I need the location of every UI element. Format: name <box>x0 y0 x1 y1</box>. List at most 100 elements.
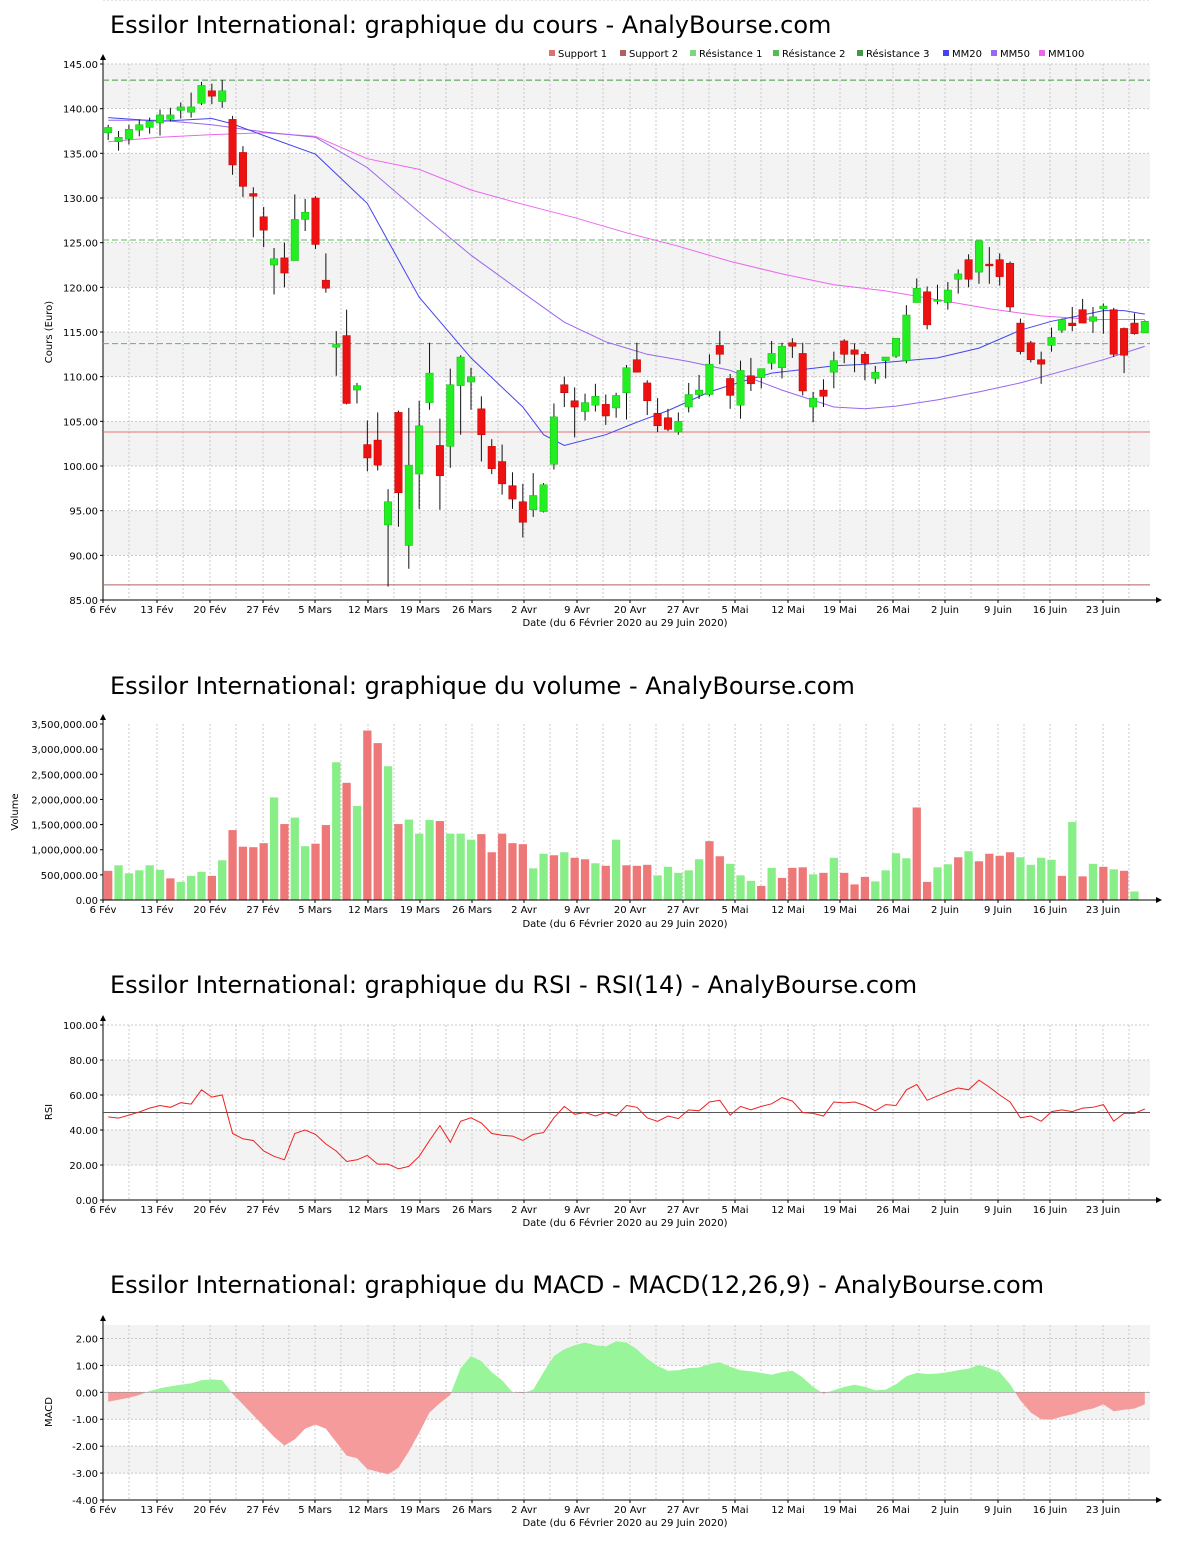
volume-bar <box>819 872 828 900</box>
candle-body <box>726 378 735 396</box>
price-x-tick-label: 12 Mars <box>348 605 388 616</box>
rsi-y-axis-label: RSI <box>44 1104 55 1120</box>
candle-body <box>415 425 424 475</box>
volume-bar <box>186 875 196 900</box>
volume-bar <box>829 857 838 900</box>
rsi-x-tick-label: 19 Mars <box>400 1205 440 1216</box>
legend-swatch-support-2 <box>620 50 626 56</box>
candle-body <box>840 340 849 355</box>
macd-x-tick-label: 2 Juin <box>931 1505 959 1516</box>
rsi-band <box>103 1060 1150 1095</box>
candle-body <box>156 114 164 124</box>
price-x-axis-label: Date (du 6 Février 2020 au 29 Juin 2020) <box>522 617 727 629</box>
candle-body <box>249 193 258 197</box>
mm50-line <box>108 119 1145 410</box>
volume-x-tick-label: 23 Juin <box>1086 905 1120 916</box>
candle-body <box>404 464 413 546</box>
price-y-tick-label: 100.00 <box>63 462 98 473</box>
macd-x-tick-label: 5 Mars <box>298 1505 332 1516</box>
volume-bar <box>622 865 631 900</box>
volume-bar <box>290 817 299 900</box>
volume-bar <box>995 855 1004 900</box>
rsi-x-arrow <box>1156 1197 1162 1203</box>
candle-body <box>508 485 517 500</box>
rsi-y-tick-label: 100.00 <box>63 1021 98 1032</box>
candle-body <box>456 356 465 386</box>
candle-body <box>332 344 341 348</box>
candle-body <box>114 137 123 142</box>
candle-body <box>1057 319 1066 331</box>
rsi-x-tick-label: 6 Fév <box>90 1204 117 1216</box>
volume-bar <box>1068 822 1077 900</box>
macd-band <box>103 1446 1150 1474</box>
candle-body <box>1109 309 1118 355</box>
price-y-arrow <box>100 54 106 60</box>
candle-body <box>238 152 247 187</box>
volume-bar <box>342 782 351 900</box>
volume-bar <box>124 873 134 900</box>
volume-x-tick-label: 20 Avr <box>614 905 647 916</box>
candle-body <box>467 376 475 383</box>
volume-bar <box>912 807 921 900</box>
candle-body <box>1047 337 1056 346</box>
candle-body <box>964 259 973 280</box>
rsi-x-tick-label: 27 Avr <box>667 1205 700 1216</box>
legend-label-resistance-1: Résistance 1 <box>699 48 762 60</box>
volume-bar <box>446 833 455 900</box>
volume-bar <box>715 856 724 900</box>
price-x-tick-label: 2 Avr <box>511 605 538 616</box>
volume-bar <box>860 876 870 900</box>
rsi-x-tick-label: 5 Mai <box>721 1205 748 1216</box>
volume-bar <box>653 875 662 900</box>
legend-swatch-support-1 <box>549 50 555 56</box>
volume-bar <box>497 833 507 900</box>
rsi-y-tick-label: 60.00 <box>69 1091 98 1102</box>
volume-bar <box>114 865 123 900</box>
volume-chart-title: Essilor International: graphique du volu… <box>110 672 855 700</box>
volume-bar <box>104 870 113 900</box>
candle-body <box>892 338 901 357</box>
volume-plot: 0.00 500,000.00 1,000,000.00 1,500,000.00 2,… <box>31 0 1162 916</box>
candle-body <box>1026 342 1035 360</box>
volume-x-tick-label: 19 Mars <box>400 905 440 916</box>
volume-x-tick-label: 27 Avr <box>667 905 700 916</box>
candle-body <box>653 413 662 427</box>
volume-bar <box>145 865 154 900</box>
candle-body <box>829 360 838 373</box>
volume-bar <box>891 853 901 900</box>
macd-band <box>103 1419 1150 1447</box>
macd-x-axis-label: Date (du 6 Février 2020 au 29 Juin 2020) <box>522 1517 727 1529</box>
volume-bar <box>684 870 693 900</box>
price-band <box>103 64 1150 109</box>
rsi-x-tick-label: 12 Mai <box>771 1205 804 1216</box>
macd-x-tick-label: 12 Mai <box>771 1505 804 1516</box>
candle-body <box>560 384 569 393</box>
volume-bar <box>135 870 144 900</box>
macd-x-tick-label: 5 Mai <box>721 1505 748 1516</box>
macd-x-tick-label: 9 Juin <box>984 1505 1012 1516</box>
volume-bar <box>974 861 984 900</box>
price-panel: Essilor International: graphique du cour… <box>44 11 1162 629</box>
candle-body <box>373 439 382 466</box>
rsi-x-axis-label: Date (du 6 Février 2020 au 29 Juin 2020) <box>522 1217 727 1229</box>
candle-body <box>985 263 994 267</box>
price-y-axis-label: Cours (Euro) <box>44 301 55 364</box>
volume-bar <box>394 824 403 900</box>
volume-x-tick-label: 19 Mai <box>823 905 856 916</box>
volume-bar <box>383 766 393 900</box>
rsi-x-tick-label: 26 Mai <box>876 1205 909 1216</box>
macd-x-tick-label: 26 Mai <box>876 1505 909 1516</box>
volume-bar <box>871 881 880 900</box>
volume-bar <box>902 858 911 900</box>
macd-x-arrow <box>1156 1497 1162 1503</box>
price-band <box>103 287 1150 332</box>
volume-bar <box>767 867 776 900</box>
candle-body <box>197 85 206 104</box>
price-plot: 85.00 90.00 95.00 100.00 105.00 110.00 115.00 1… <box>63 54 1162 616</box>
candle-body <box>684 394 693 408</box>
rsi-x-tick-label: 13 Fév <box>140 1204 173 1216</box>
volume-y-tick-label: 2,500,000.00 <box>31 770 98 781</box>
macd-positive-area <box>827 1364 1016 1393</box>
macd-x-tick-label: 12 Mars <box>348 1505 388 1516</box>
rsi-panel: Essilor International: graphique du RSI … <box>44 971 1162 1229</box>
